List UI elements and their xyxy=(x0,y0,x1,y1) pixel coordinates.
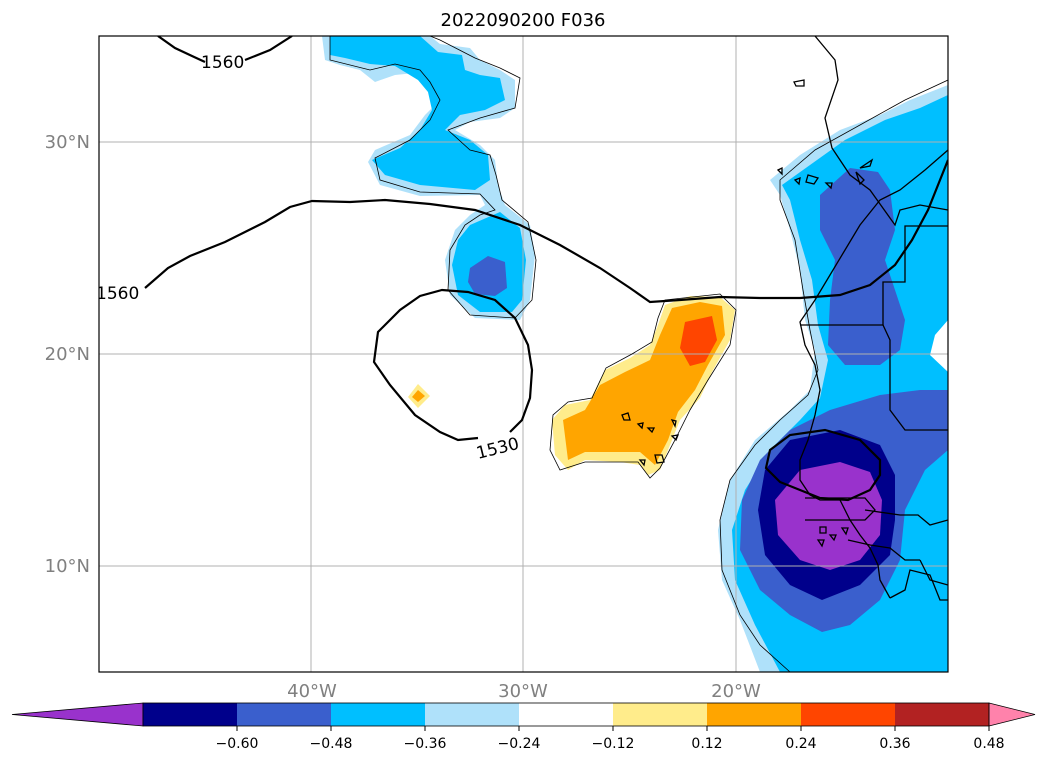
colorbar-tick-label: −0.60 xyxy=(216,736,259,752)
colorbar-tick-label: −0.24 xyxy=(498,736,541,752)
coastline-africa xyxy=(799,36,948,601)
colorbar-segment xyxy=(801,703,896,726)
colorbar-tick-label: −0.12 xyxy=(592,736,635,752)
filled-contours-east xyxy=(718,85,948,672)
lon-label-40w: 40°W xyxy=(287,681,337,702)
colorbar-tick-label: −0.36 xyxy=(404,736,447,752)
thin-contour-east xyxy=(719,79,948,672)
colorbar-tick-label: 0.12 xyxy=(691,736,722,752)
colorbar-segment xyxy=(613,703,708,726)
colorbar-segment xyxy=(237,703,332,726)
lat-label-20n: 20°N xyxy=(45,344,90,365)
gridlines xyxy=(99,36,948,672)
lat-label-10n: 10°N xyxy=(45,556,90,577)
border-mauritania xyxy=(882,324,948,431)
canary-islands xyxy=(776,79,874,190)
contour-1530-loop xyxy=(372,288,534,442)
colorbar-segment xyxy=(707,703,802,726)
colorbar-segment xyxy=(331,703,426,726)
contour-africa-loop xyxy=(764,428,882,502)
lon-label-30w: 30°W xyxy=(498,681,548,702)
colorbar-tick-label: 0.48 xyxy=(973,736,1004,752)
small-orange-patch xyxy=(412,390,425,402)
colorbar-segments xyxy=(11,702,1036,727)
contour-1560-upper xyxy=(157,36,293,63)
thin-contour-positive xyxy=(549,293,737,479)
cape-verde-islands xyxy=(621,412,680,467)
colorbar-segment xyxy=(519,703,614,726)
plot-area: 1560 1560 1530 xyxy=(96,36,948,672)
royal-region-upper xyxy=(820,168,905,365)
border-western-sahara xyxy=(800,225,948,326)
colorbar-segment xyxy=(895,703,990,726)
colorbar-tick-label: 0.36 xyxy=(879,736,910,752)
thick-contours xyxy=(144,36,948,502)
colorbar: −0.60 −0.48 −0.36 −0.24 −0.12 0.12 0.24 0.36 0.4… xyxy=(11,702,1036,752)
plot-frame xyxy=(98,35,949,673)
lon-label-20w: 20°W xyxy=(711,681,761,702)
lat-label-30n: 30°N xyxy=(45,132,90,153)
sky-region-north xyxy=(330,36,505,190)
contour-label-1560-top: 1560 xyxy=(201,53,244,73)
colorbar-extend-max xyxy=(988,702,1036,727)
contour-1560-main xyxy=(144,159,948,304)
colorbar-segment xyxy=(143,703,238,726)
map-title: 2022090200 F036 xyxy=(441,10,606,31)
border-guinea xyxy=(847,539,948,586)
purple-region xyxy=(775,462,882,570)
royal-region-mid xyxy=(468,256,507,296)
filled-contours-north xyxy=(322,36,535,320)
colorbar-tick-label: −0.48 xyxy=(310,736,353,752)
colorbar-segment xyxy=(425,703,520,726)
colorbar-ticks: −0.60 −0.48 −0.36 −0.24 −0.12 0.12 0.24 0.36 0.4… xyxy=(216,726,1005,752)
colorbar-tick-label: 0.24 xyxy=(785,736,816,752)
colorbar-extend-min xyxy=(11,702,144,727)
bijagos-islands xyxy=(816,526,849,548)
longitude-labels: 40°W 30°W 20°W xyxy=(287,681,761,702)
latitude-labels: 30°N 20°N 10°N xyxy=(45,132,90,577)
contour-label-1560-left: 1560 xyxy=(96,284,139,304)
colorbar-outline xyxy=(142,702,990,727)
sky-region-east-edge xyxy=(930,320,948,372)
